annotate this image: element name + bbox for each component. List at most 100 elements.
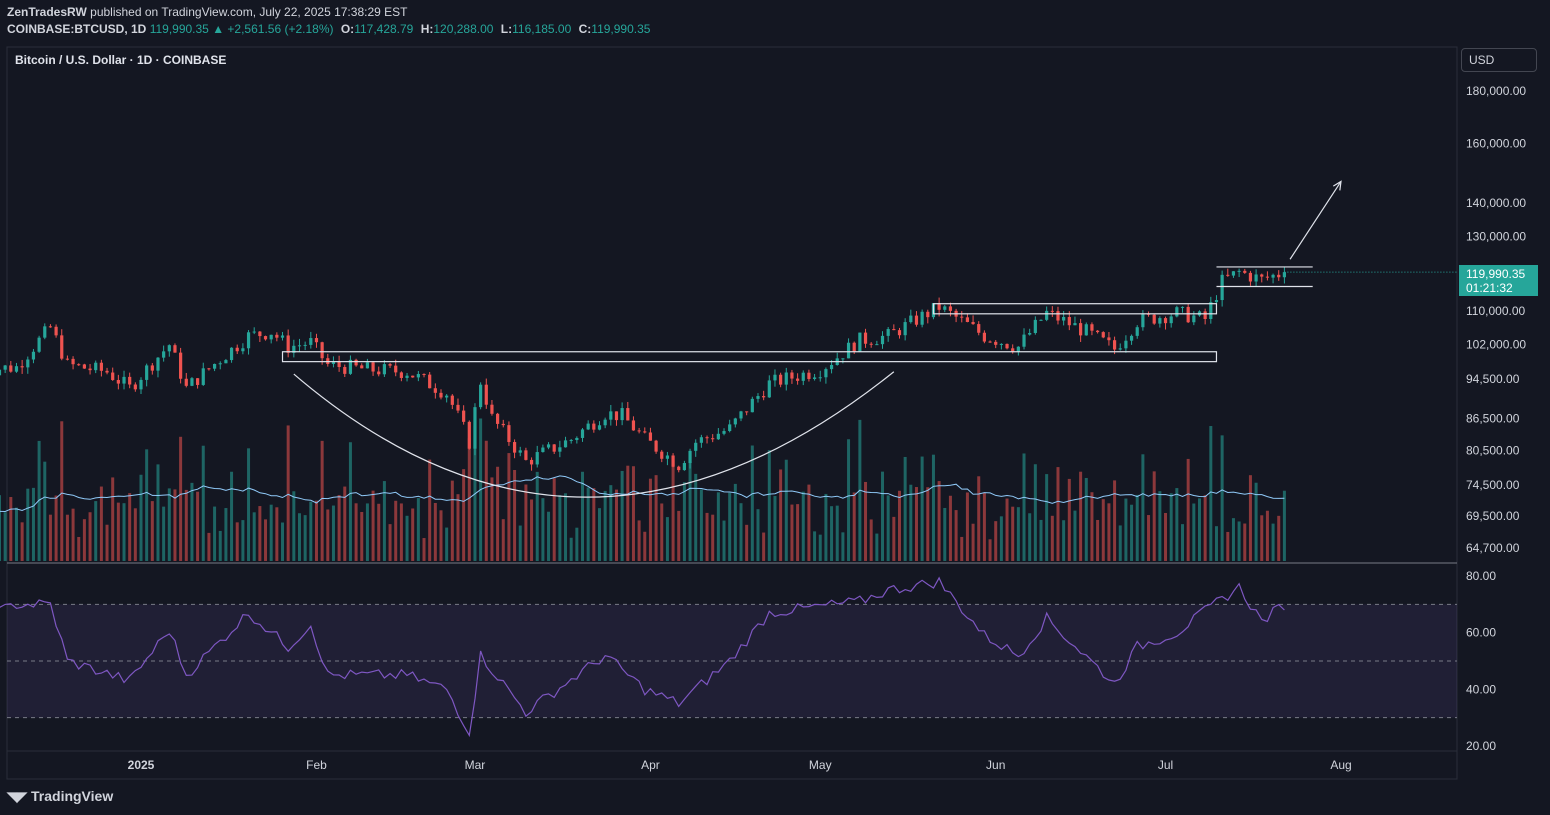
candle [416, 374, 420, 378]
volume-bar [965, 492, 969, 561]
candle [948, 306, 953, 311]
volume-bar [394, 500, 398, 561]
candle [1101, 332, 1105, 338]
support-zone-box [281, 351, 1218, 363]
candle [54, 326, 58, 336]
candle [456, 404, 460, 411]
time-tick-label: Jul [1158, 758, 1173, 772]
volume-bar [0, 495, 1, 561]
candle [263, 336, 268, 340]
volume-bar [914, 487, 918, 561]
candle [1033, 319, 1037, 333]
volume-bar [303, 515, 307, 561]
candle [48, 326, 53, 328]
volume-bar [99, 486, 103, 561]
time-tick-label: Feb [306, 758, 327, 772]
volume-bar [886, 495, 890, 561]
volume-bar [767, 450, 771, 561]
candle [796, 378, 800, 381]
candle [269, 334, 273, 340]
volume-bar [1209, 426, 1213, 561]
candle [812, 377, 817, 379]
volume-bar [456, 494, 460, 561]
volume-bar [1220, 435, 1224, 561]
volume-bar [971, 523, 975, 561]
candle [173, 345, 177, 353]
volume-bar [71, 508, 75, 561]
candle [1016, 346, 1020, 352]
high-value: 120,288.00 [433, 22, 494, 36]
volume-bar [1050, 515, 1054, 561]
volume-bar [286, 425, 290, 561]
candle [360, 365, 364, 369]
candle [297, 345, 302, 347]
volume-bar [852, 492, 856, 561]
candle [1067, 317, 1071, 326]
volume-bar [1271, 523, 1275, 561]
volume-bar [281, 522, 285, 561]
volume-bar [399, 503, 403, 561]
currency-button[interactable]: USD [1461, 48, 1537, 72]
volume-bar [1231, 518, 1235, 561]
candle [909, 315, 913, 323]
candle [762, 396, 766, 398]
volume-moving-average [0, 475, 1285, 513]
volume-bar [1175, 488, 1179, 561]
volume-bar [552, 478, 556, 561]
candle [529, 459, 534, 465]
candle [1220, 274, 1224, 301]
candle [258, 331, 262, 337]
volume-bar [1254, 482, 1258, 561]
volume-bar [988, 539, 992, 561]
projection-arrow-head [1332, 180, 1342, 191]
volume-bar [892, 516, 896, 561]
candle [937, 303, 941, 310]
volume-bar [1214, 526, 1218, 561]
tradingview-logo[interactable]: ◥◤ TradingView [7, 788, 113, 805]
candle [156, 357, 160, 371]
open-label: O: [340, 22, 355, 36]
candle [767, 380, 771, 398]
volume-bar [331, 505, 335, 561]
volume-bar [943, 507, 947, 561]
volume-bar [320, 440, 324, 561]
volume-bar [1113, 480, 1117, 561]
ohlc-legend: COINBASE:BTCUSD, 1D 119,990.35 ▲ +2,561.… [7, 22, 650, 36]
volume-bar [354, 503, 358, 561]
volume-bar [252, 512, 256, 561]
candle [643, 431, 647, 433]
candle [988, 341, 992, 343]
volume-bar [1265, 510, 1269, 561]
candle [348, 359, 353, 374]
candles [0, 266, 1286, 473]
candle [818, 377, 822, 379]
price-tick-label: 64,700.00 [1466, 541, 1520, 555]
volume-bar [133, 508, 137, 561]
volume-bar [1130, 504, 1134, 561]
candle [280, 335, 285, 338]
candle [26, 359, 30, 368]
candle [512, 442, 517, 453]
low-label: L: [500, 22, 513, 36]
candle [184, 378, 188, 386]
candle [314, 338, 319, 343]
resistance-zone-box [932, 303, 1218, 315]
volume-bar [275, 507, 279, 561]
candle [88, 368, 92, 371]
brand-name: TradingView [31, 788, 114, 804]
volume-bar [241, 520, 245, 561]
volume-bar [897, 490, 901, 561]
volume-bar [694, 473, 698, 561]
volume-bar [1062, 520, 1066, 561]
volume-bar [224, 508, 228, 561]
volume-bar [1096, 519, 1100, 561]
candle [450, 395, 454, 405]
candle [858, 332, 862, 352]
volume-bar [496, 466, 500, 561]
price-tick-label: 80,500.00 [1466, 443, 1520, 457]
volume-bar [1197, 498, 1201, 561]
volume-bar [337, 495, 341, 561]
volume-bar [190, 482, 194, 561]
candle [3, 365, 7, 370]
